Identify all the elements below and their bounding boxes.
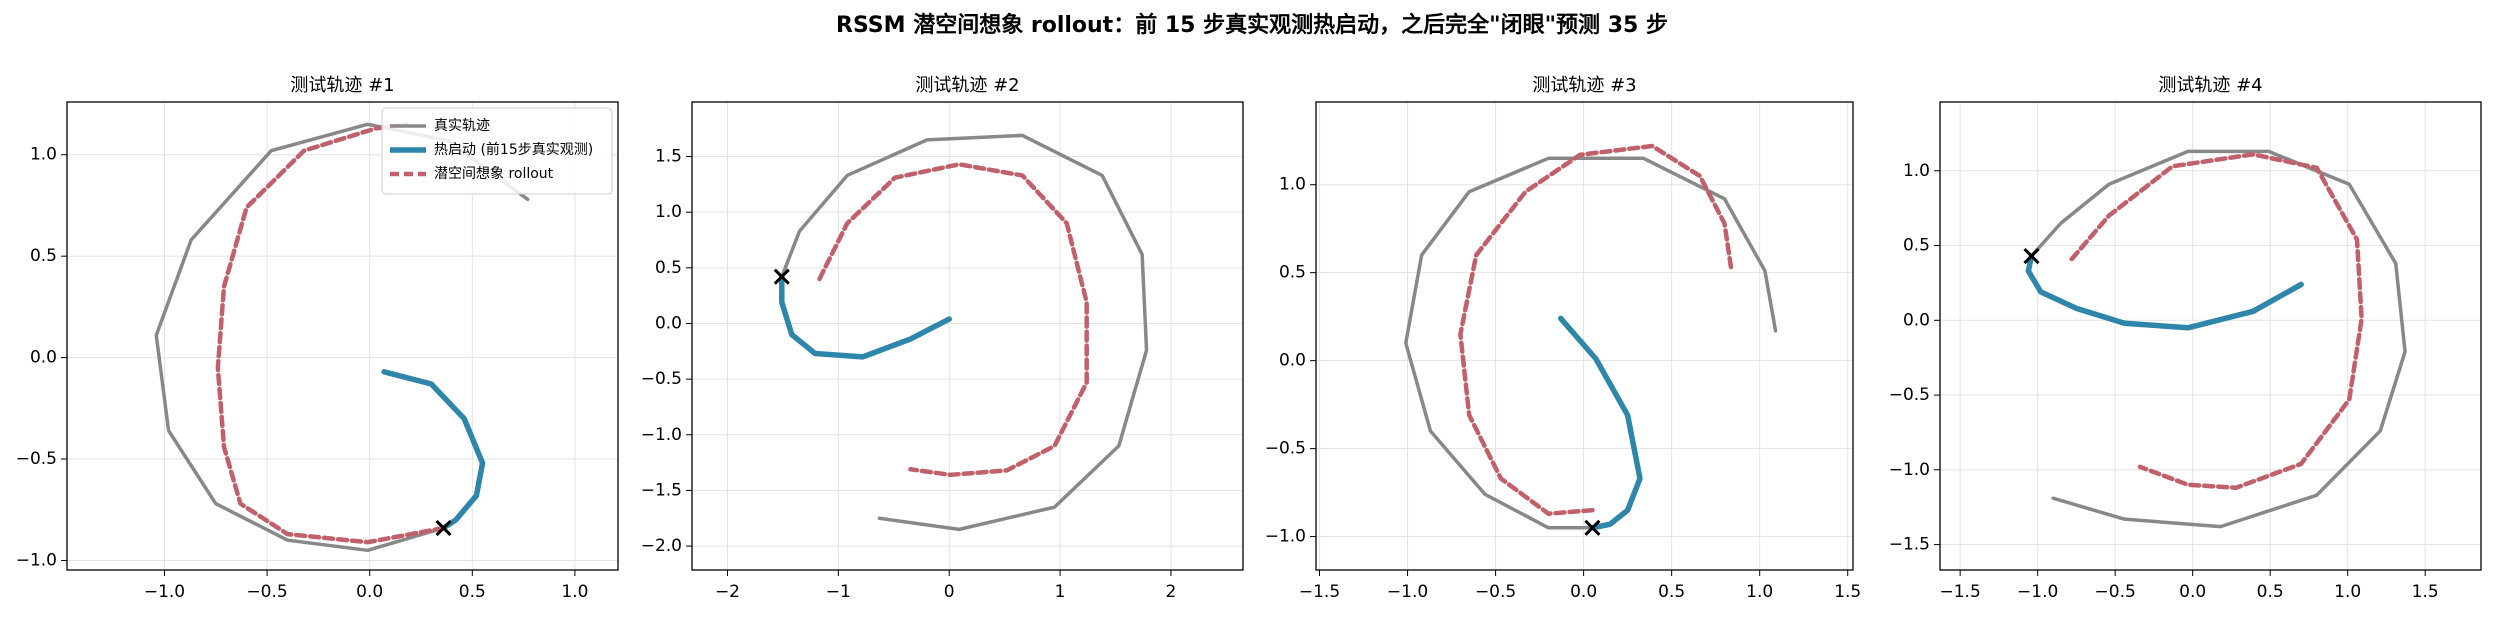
start-marker bbox=[773, 268, 790, 285]
trajectory-line bbox=[1557, 315, 1643, 531]
trajectory-line bbox=[215, 122, 446, 545]
y-tick-label: 0.5 bbox=[30, 246, 57, 266]
plot-area bbox=[1316, 102, 1853, 570]
y-tick-label: 1.0 bbox=[30, 145, 57, 165]
legend-label: 热启动 (前15步真实观测) bbox=[434, 141, 593, 158]
x-tick-label: 0.0 bbox=[356, 582, 383, 602]
y-tick-label: 0.0 bbox=[1903, 310, 1930, 330]
y-tick-label: 0.5 bbox=[655, 258, 682, 278]
legend-box bbox=[381, 107, 613, 195]
trajectory-line bbox=[817, 162, 1089, 478]
y-tick-label: −1.0 bbox=[16, 550, 57, 570]
y-tick-label: −1.5 bbox=[1889, 535, 1930, 555]
y-tick-label: 0.5 bbox=[1279, 263, 1306, 283]
plot-area bbox=[692, 102, 1243, 570]
y-tick-label: −1.5 bbox=[641, 480, 682, 500]
x-tick-label: 0.5 bbox=[459, 582, 486, 602]
trajectory-line bbox=[2025, 253, 2304, 331]
x-tick-label: 0.0 bbox=[2179, 582, 2206, 602]
axes-frame bbox=[1315, 101, 1854, 571]
x-tick-label: −1.0 bbox=[144, 582, 185, 602]
y-tick-label: 0.0 bbox=[1279, 351, 1306, 371]
figure-title: RSSM 潜空间想象 rollout：前 15 步真实观测热启动，之后完全"闭眼… bbox=[836, 12, 1668, 38]
y-tick-label: −1.0 bbox=[1889, 460, 1930, 480]
legend-label: 潜空间想象 rollout bbox=[434, 166, 554, 182]
legend-label: 真实轨迹 bbox=[434, 118, 490, 134]
y-tick-label: 0.0 bbox=[30, 348, 57, 368]
x-tick-label: 1.0 bbox=[1746, 582, 1773, 602]
y-tick-label: −1.0 bbox=[1265, 527, 1306, 547]
x-tick-label: −0.5 bbox=[246, 582, 287, 602]
trajectory-line bbox=[2069, 152, 2364, 491]
x-tick-label: −1.0 bbox=[1387, 582, 1428, 602]
start-marker bbox=[2023, 247, 2040, 265]
start-marker bbox=[435, 519, 452, 537]
x-tick-label: −1.0 bbox=[2017, 582, 2058, 602]
y-tick-label: −1.0 bbox=[641, 425, 682, 445]
x-tick-label: 1.0 bbox=[2334, 582, 2361, 602]
x-tick-label: 1.5 bbox=[1834, 582, 1861, 602]
x-tick-label: 0 bbox=[944, 582, 955, 602]
y-tick-label: −0.5 bbox=[1889, 385, 1930, 405]
trajectory-line bbox=[381, 369, 486, 531]
x-tick-label: 2 bbox=[1166, 582, 1177, 602]
axes-frame bbox=[691, 101, 1244, 571]
y-tick-label: 0.5 bbox=[1903, 236, 1930, 256]
subplot-title: 测试轨迹 #4 bbox=[2158, 75, 2262, 96]
subplot-title: 测试轨迹 #2 bbox=[915, 75, 1019, 96]
x-tick-label: 1 bbox=[1055, 582, 1066, 602]
x-tick-label: 0.5 bbox=[1658, 582, 1685, 602]
plot-area bbox=[1940, 102, 2481, 570]
y-tick-label: 0.0 bbox=[655, 313, 682, 333]
start-marker bbox=[1584, 519, 1601, 536]
trajectory-line bbox=[779, 273, 952, 360]
y-tick-label: 1.0 bbox=[1903, 161, 1930, 181]
y-tick-label: 1.0 bbox=[1279, 175, 1306, 195]
y-tick-label: 1.5 bbox=[655, 147, 682, 167]
x-tick-label: −1.5 bbox=[1940, 582, 1981, 602]
subplot-title: 测试轨迹 #3 bbox=[1532, 75, 1636, 96]
x-tick-label: 1.5 bbox=[2412, 582, 2439, 602]
y-tick-label: 1.0 bbox=[655, 202, 682, 222]
y-tick-label: −2.0 bbox=[641, 536, 682, 556]
subplot-title: 测试轨迹 #1 bbox=[290, 75, 394, 96]
axes-frame bbox=[1939, 101, 2482, 571]
trajectory-line bbox=[1458, 143, 1734, 516]
y-tick-label: −0.5 bbox=[16, 449, 57, 469]
y-tick-label: −0.5 bbox=[641, 369, 682, 389]
x-tick-label: −2 bbox=[715, 582, 740, 602]
x-tick-label: 0.5 bbox=[2257, 582, 2284, 602]
y-tick-label: −0.5 bbox=[1265, 439, 1306, 459]
x-tick-label: −0.5 bbox=[1475, 582, 1516, 602]
x-tick-label: −1.5 bbox=[1299, 582, 1340, 602]
x-tick-label: −0.5 bbox=[2095, 582, 2136, 602]
axes-frame bbox=[66, 101, 619, 571]
x-tick-label: 1.0 bbox=[561, 582, 588, 602]
x-tick-label: −1 bbox=[826, 582, 851, 602]
x-tick-label: 0.0 bbox=[1570, 582, 1597, 602]
